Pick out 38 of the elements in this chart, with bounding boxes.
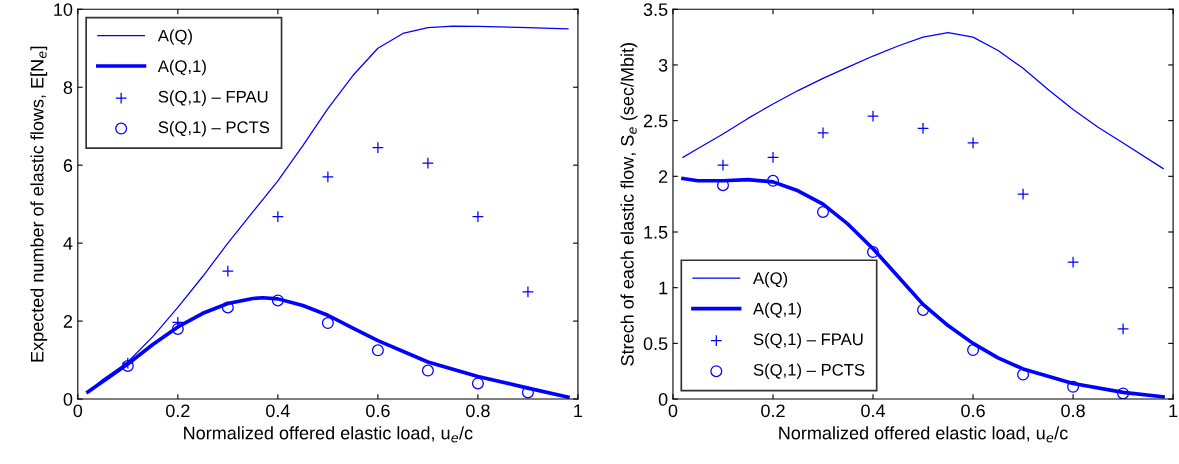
x-tick-label: 0.2 (761, 404, 785, 418)
y-tick-label: 3.5 (643, 3, 668, 16)
x-tick-label: 0 (668, 404, 678, 418)
y-tick-label: 2.5 (643, 114, 668, 128)
legend-label: S(Q,1) – FPAU (753, 332, 863, 349)
x-tick-label: 0.4 (266, 404, 290, 418)
y-tick-label: 3 (658, 58, 668, 72)
x-tick-label: 0.4 (861, 404, 886, 418)
legend-label: A(Q) (157, 29, 192, 45)
x-axis-title: Normalized offered elastic load, u$_{e}$/c (184, 426, 473, 443)
legend-label: S(Q,1) – PCTS (158, 120, 270, 137)
x-tick-label: 1 (1169, 404, 1178, 417)
y-tick-label: 1 (659, 281, 668, 295)
x-tick-label: 0.6 (366, 404, 390, 418)
x-tick-label: 0.6 (961, 404, 985, 418)
y-axis-title: Expected number of elastic flows, E[N$_{e}$] (30, 46, 48, 362)
legend-label: A(Q) (753, 271, 788, 288)
y-tick-label: 1.5 (644, 226, 668, 239)
legend-label: A(Q,1) (157, 59, 206, 76)
y-tick-label: 2 (63, 315, 73, 328)
y-tick-label: 0.5 (643, 337, 668, 351)
y-tick-label: 0 (63, 392, 73, 406)
legend-label: S(Q,1) – FPAU (158, 90, 268, 106)
y-tick-label: 8 (63, 81, 73, 94)
legend-label: S(Q,1) – PCTS (753, 363, 865, 380)
y-tick-label: 10 (54, 3, 73, 16)
x-tick-label: 0.8 (466, 404, 490, 418)
y-tick-label: 4 (63, 237, 73, 250)
y-tick-label: 6 (63, 159, 73, 172)
x-tick-label: 0.2 (166, 404, 190, 418)
x-tick-label: 1 (574, 404, 583, 417)
legend-label: A(Q,1) (753, 302, 802, 318)
y-tick-label: 2 (658, 170, 668, 183)
x-tick-label: 0 (73, 404, 83, 418)
y-axis-title: Strech of each elastic flow, S$_{e}$ (sec/Mbit) (620, 43, 638, 366)
x-axis-title: Normalized offered elastic load, u$_{e}$/c (779, 426, 1068, 443)
x-tick-label: 0.8 (1061, 404, 1085, 418)
y-tick-label: 0 (658, 392, 668, 406)
